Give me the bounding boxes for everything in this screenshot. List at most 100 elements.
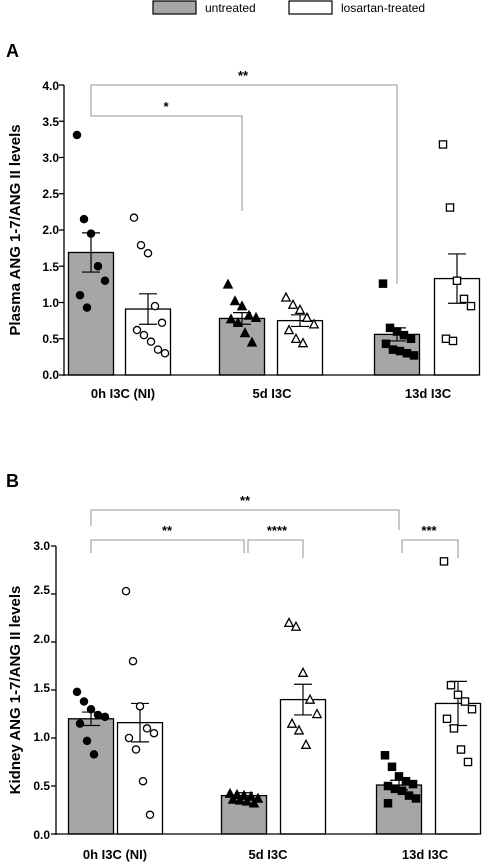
data-point (241, 795, 253, 806)
legend-swatch-untreated (152, 0, 197, 15)
data-point (145, 810, 155, 820)
legend-swatch-losartan-treated (288, 0, 333, 15)
data-point (89, 750, 99, 759)
data-point (86, 704, 96, 714)
data-point (131, 745, 141, 754)
panel-a-y-tick-label: 3.5 (42, 115, 59, 129)
significance-bracket (90, 104, 243, 211)
data-point (139, 330, 149, 340)
data-point (394, 772, 404, 781)
data-point (383, 799, 393, 808)
data-point (227, 793, 239, 804)
panel-a-x-ticks: 0h I3C (NI) 5d I3C 13d I3C (91, 386, 452, 401)
data-point (460, 697, 470, 706)
data-point (293, 724, 305, 735)
panel-a-y-tick-label: 2.0 (42, 223, 59, 237)
significance-bracket (247, 539, 304, 558)
panel-a-y-tick-label: 1.0 (42, 296, 59, 310)
data-point (157, 318, 167, 328)
significance-bracket (90, 509, 400, 530)
data-point (411, 794, 421, 803)
data-point (283, 617, 295, 628)
data-point (129, 213, 139, 222)
panel-b-y-ticks: 0.0 0.5 1.0 1.5 2.0 2.5 3.0 (33, 539, 50, 842)
panel-b: B Kidney ANG 1-7/ANG II levels 0.0 0.5 1… (6, 471, 482, 862)
data-point (153, 345, 163, 354)
panel-a-x-tick-label: 13d I3C (405, 386, 452, 401)
data-point (297, 337, 309, 348)
panel-a-y-ticks: 0.0 0.5 1.0 1.5 2.0 2.5 3.0 3.5 4.0 (42, 79, 59, 382)
data-point (231, 788, 243, 799)
panel-a-y-tick-label: 1.5 (42, 260, 59, 274)
data-point (248, 797, 260, 808)
panel-b-y-tick-label: 2.5 (33, 583, 50, 597)
panel-a-y-tick-label: 4.0 (42, 79, 59, 93)
significance-label: ** (240, 493, 251, 508)
panel-a-y-tick-label: 3.0 (42, 151, 59, 165)
data-point (135, 702, 145, 711)
data-point (243, 309, 255, 320)
significance-bracket (401, 539, 459, 558)
bar-losartan-treated (279, 698, 327, 835)
bar-untreated (67, 718, 115, 835)
data-point (449, 724, 459, 733)
data-point (378, 279, 388, 288)
data-point (93, 710, 103, 720)
data-point (392, 327, 402, 336)
data-point (160, 348, 170, 358)
data-point (286, 717, 298, 728)
data-point (287, 298, 299, 309)
data-point (466, 301, 476, 311)
legend-label-losartan-treated: losartan-treated (341, 1, 425, 15)
data-point (143, 248, 153, 258)
data-point (225, 313, 237, 324)
data-point (136, 240, 146, 250)
panel-b-y-tick-label: 3.0 (33, 539, 50, 553)
data-point (395, 346, 405, 356)
data-point (409, 351, 419, 360)
data-point (128, 656, 138, 666)
data-point (453, 690, 463, 700)
data-point (124, 733, 134, 743)
panel-a-label: A (6, 41, 19, 61)
data-point (408, 779, 418, 789)
panel-a-y-axis-label: Plasma ANG 1-7/ANG II levels (7, 124, 24, 335)
significance-bracket (90, 539, 245, 553)
data-point (79, 697, 89, 706)
data-point (442, 714, 452, 724)
data-point (82, 736, 92, 746)
data-point (438, 140, 448, 149)
legend-label-untreated: untreated (205, 1, 256, 15)
data-point (82, 303, 92, 312)
panel-b-x-tick-label: 5d I3C (248, 847, 288, 862)
data-point (245, 790, 257, 801)
panel-b-y-tick-label: 0.5 (33, 779, 50, 793)
significance-bracket (90, 84, 398, 284)
panel-a-x-tick-label: 0h I3C (NI) (91, 386, 155, 401)
data-point (300, 738, 312, 749)
panel-a-plot-area: *** (59, 68, 481, 376)
data-point (142, 724, 152, 733)
data-point (100, 712, 110, 722)
data-point (463, 757, 473, 767)
significance-label: *** (421, 523, 437, 538)
data-point (294, 303, 306, 315)
data-point (86, 229, 96, 238)
data-point (387, 762, 397, 772)
data-point (441, 334, 451, 343)
data-point (239, 327, 251, 338)
panel-b-x-ticks: 0h I3C (NI) 5d I3C 13d I3C (83, 847, 449, 862)
data-point (448, 336, 458, 346)
data-point (397, 786, 407, 796)
panel-a-y-tick-label: 0.5 (42, 332, 59, 346)
data-point (383, 781, 393, 791)
panel-a-y-tick-label: 0.0 (42, 368, 59, 382)
panel-b-y-tick-label: 1.0 (33, 730, 50, 744)
data-point (402, 348, 412, 358)
data-point (121, 586, 131, 596)
data-point (290, 332, 302, 344)
data-point (236, 300, 248, 311)
data-point (229, 295, 241, 306)
data-point (252, 792, 264, 803)
